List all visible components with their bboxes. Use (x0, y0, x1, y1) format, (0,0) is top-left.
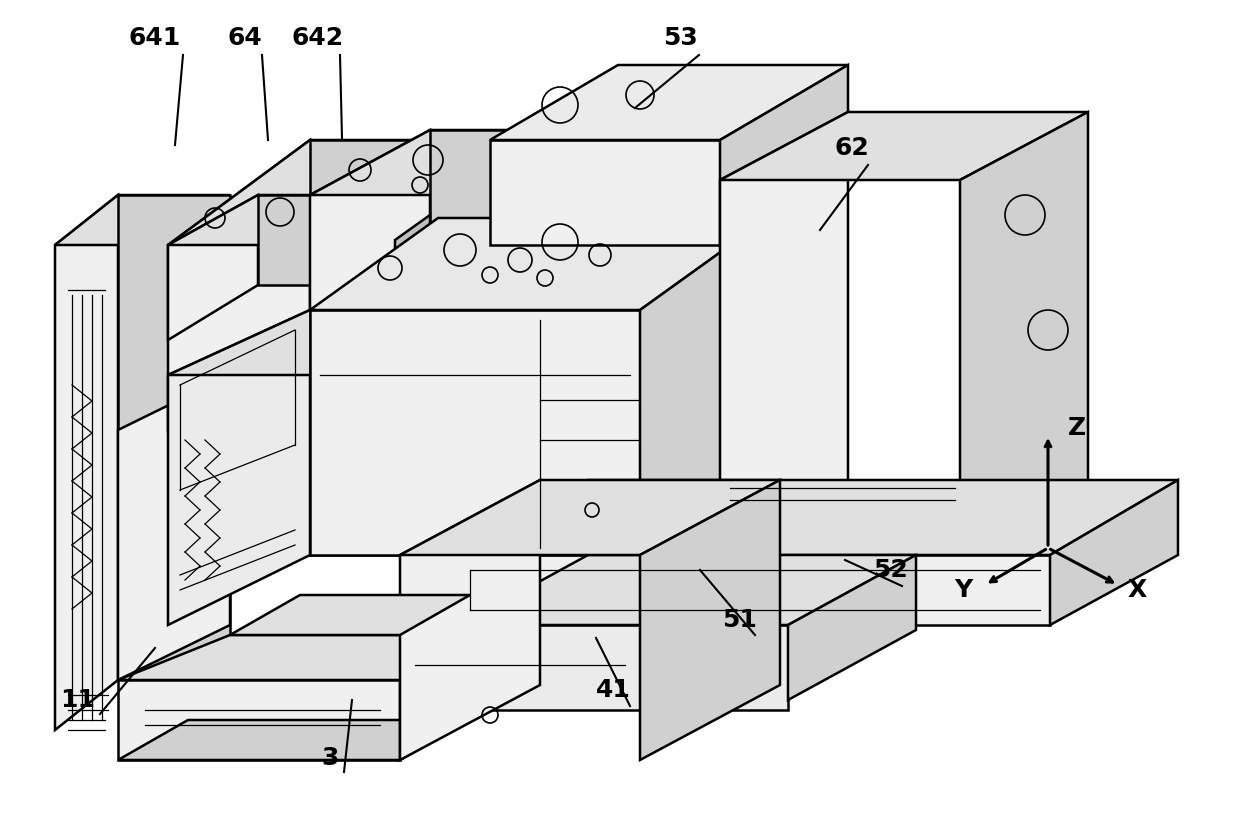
Polygon shape (1050, 480, 1178, 625)
Polygon shape (310, 130, 430, 310)
Polygon shape (640, 480, 780, 760)
Polygon shape (118, 680, 401, 760)
Polygon shape (229, 595, 470, 635)
Polygon shape (490, 65, 848, 140)
Polygon shape (167, 195, 258, 340)
Polygon shape (55, 195, 118, 730)
Polygon shape (960, 112, 1087, 555)
Polygon shape (490, 140, 720, 245)
Polygon shape (720, 112, 848, 555)
Polygon shape (55, 195, 229, 245)
Polygon shape (787, 555, 916, 700)
Text: 11: 11 (61, 688, 95, 712)
Polygon shape (720, 112, 1087, 180)
Text: 52: 52 (873, 558, 908, 582)
Text: 642: 642 (291, 26, 343, 50)
Polygon shape (430, 130, 600, 250)
Polygon shape (258, 195, 396, 285)
Polygon shape (310, 130, 600, 195)
Polygon shape (167, 195, 396, 245)
Polygon shape (460, 555, 1050, 625)
Polygon shape (118, 720, 470, 760)
Text: 41: 41 (595, 678, 630, 702)
Polygon shape (118, 195, 229, 680)
Text: 53: 53 (662, 26, 697, 50)
Polygon shape (118, 375, 229, 680)
Text: 641: 641 (129, 26, 181, 50)
Polygon shape (167, 310, 310, 625)
Text: Z: Z (1068, 416, 1086, 440)
Polygon shape (167, 140, 310, 430)
Polygon shape (167, 310, 539, 375)
Polygon shape (310, 140, 539, 320)
Polygon shape (720, 65, 848, 245)
Polygon shape (167, 140, 539, 245)
Text: 51: 51 (723, 608, 758, 632)
Text: X: X (1128, 578, 1147, 602)
Polygon shape (401, 480, 539, 760)
Polygon shape (396, 215, 430, 305)
Polygon shape (310, 218, 768, 310)
Polygon shape (460, 625, 787, 710)
Text: Y: Y (954, 578, 972, 602)
Polygon shape (460, 480, 1178, 555)
Polygon shape (118, 635, 470, 680)
Polygon shape (640, 218, 768, 555)
Text: 64: 64 (228, 26, 263, 50)
Polygon shape (310, 310, 539, 555)
Text: 62: 62 (835, 136, 869, 160)
Text: 3: 3 (321, 746, 339, 770)
Polygon shape (401, 480, 780, 555)
Polygon shape (310, 310, 640, 555)
Polygon shape (460, 555, 916, 625)
Polygon shape (401, 635, 470, 760)
